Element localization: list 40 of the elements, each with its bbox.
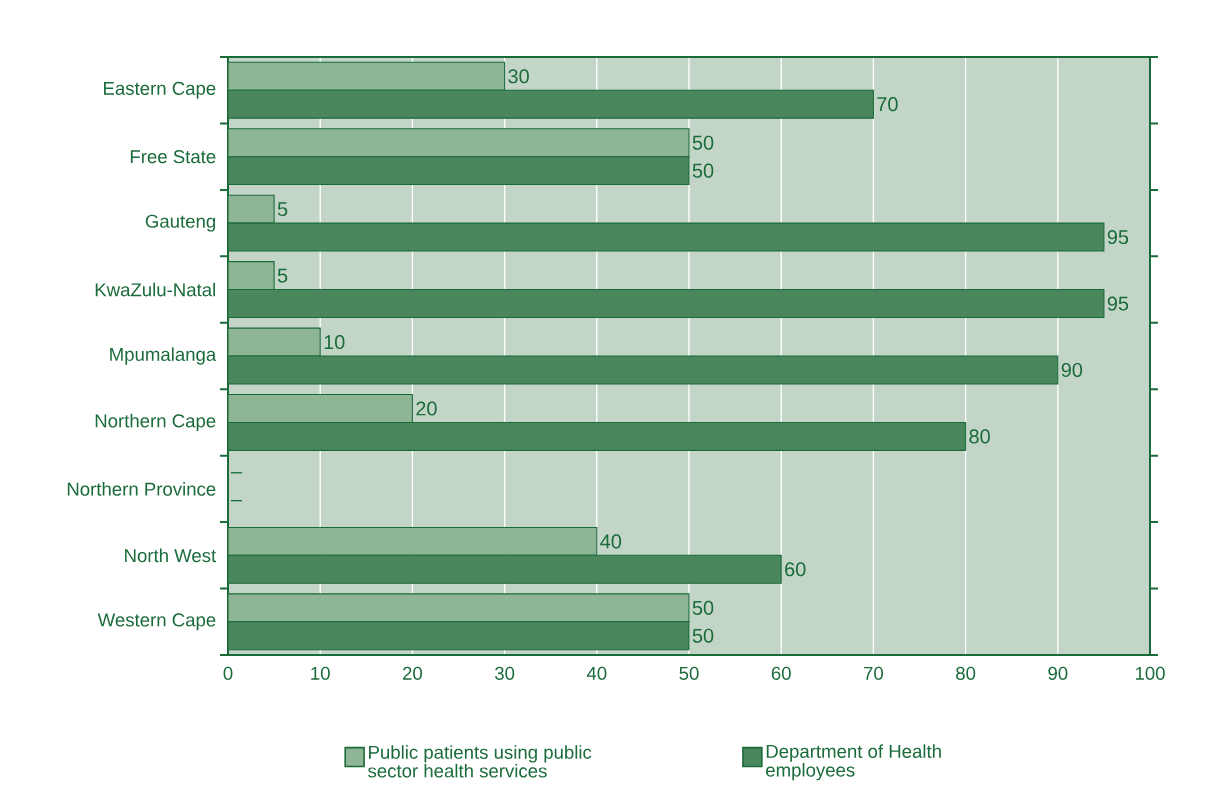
y-tick-label: Western Cape [97, 613, 216, 631]
x-tick-label: 10 [311, 666, 330, 680]
y-tick-label: Northern Cape [95, 413, 216, 432]
data-label: 95 [1107, 230, 1129, 245]
x-tick-label: 100 [1135, 666, 1165, 680]
data-label: 50 [692, 628, 714, 643]
data-label: 10 [324, 335, 345, 350]
data-label: 60 [785, 562, 806, 577]
legend-label: Department of Health employees [766, 744, 941, 781]
y-tick-label: KwaZulu-Natal [95, 282, 215, 297]
data-label: 80 [969, 429, 990, 444]
y-tick-label: North West [125, 548, 217, 563]
data-label: 40 [600, 534, 622, 549]
text: – [230, 472, 242, 474]
y-tick-label: Free State [130, 150, 216, 164]
y-tick-label: Mpumalanga [110, 347, 217, 365]
y-tick-label: Eastern Cape [104, 81, 216, 99]
x-tick-label: 60 [771, 666, 791, 680]
data-label: 90 [1061, 362, 1083, 378]
data-label: 70 [877, 97, 898, 112]
x-tick-label: 50 [679, 666, 699, 680]
data-label: 5 [277, 268, 288, 283]
data-label: 30 [508, 69, 529, 84]
x-tick-label: 90 [1048, 666, 1068, 680]
data-label: 50 [692, 163, 714, 178]
x-tick-label: 40 [586, 666, 607, 680]
data-label: 20 [416, 401, 437, 416]
x-tick-label: 0 [223, 666, 233, 680]
x-tick-label: 20 [403, 666, 423, 680]
y-tick-label: Gauteng [145, 214, 216, 232]
data-label: 50 [692, 600, 714, 615]
data-label: 5 [277, 202, 288, 217]
legend-label: Public patients using public sector health services [368, 745, 592, 778]
x-tick-label: 80 [956, 666, 976, 680]
data-label: 50 [692, 135, 714, 150]
x-tick-label: 70 [864, 666, 884, 680]
data-label: 95 [1107, 296, 1129, 311]
y-tick-label: Northern Province [67, 482, 216, 496]
text: – [230, 500, 242, 502]
x-tick-label: 30 [494, 666, 515, 680]
